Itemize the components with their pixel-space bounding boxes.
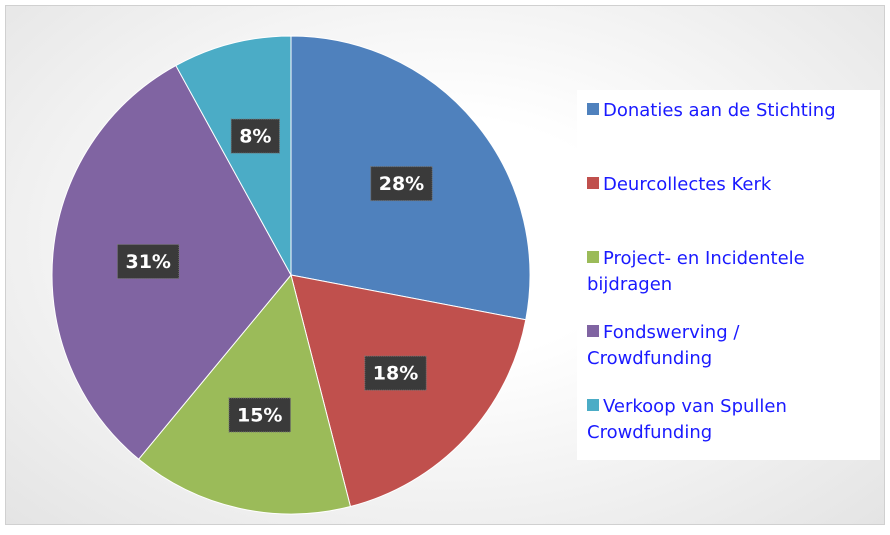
data-label-box: [370, 166, 433, 202]
legend-label: Fondswerving / Crowdfunding: [587, 322, 740, 369]
data-label: 31%: [116, 244, 180, 280]
legend-label: Verkoop van Spullen Crowdfunding: [587, 396, 787, 443]
legend-label: Project- en Incidentele bijdragen: [587, 248, 805, 295]
data-label-text: 31%: [125, 251, 170, 273]
data-label-box: [116, 244, 180, 280]
data-label: 28%: [370, 166, 433, 202]
legend-swatch: [587, 177, 599, 189]
legend-entry: Fondswerving / Crowdfunding: [587, 320, 867, 372]
legend-entry: Verkoop van Spullen Crowdfunding: [587, 394, 867, 446]
legend-swatch: [587, 325, 599, 337]
legend: Donaties aan de Stichting Deurcollectes K…: [577, 90, 880, 460]
legend-entry: Project- en Incidentele bijdragen: [587, 246, 867, 298]
data-label: 15%: [228, 397, 291, 433]
data-label-box: [228, 397, 291, 433]
data-label-box: [230, 118, 280, 154]
data-label: 8%: [230, 118, 280, 154]
legend-swatch: [587, 103, 599, 115]
legend-swatch: [587, 251, 599, 263]
legend-label: Deurcollectes Kerk: [603, 174, 772, 195]
data-label: 18%: [364, 355, 427, 391]
data-label-text: 28%: [379, 173, 424, 195]
data-label-text: 8%: [239, 126, 271, 148]
legend-entry: Deurcollectes Kerk: [587, 172, 867, 198]
legend-swatch: [587, 399, 599, 411]
data-label-text: 15%: [237, 404, 282, 426]
legend-entry: Donaties aan de Stichting: [587, 98, 867, 124]
data-label-text: 18%: [373, 363, 418, 385]
pie-slice: [137, 273, 352, 515]
pie-slice: [175, 35, 292, 276]
legend-label: Donaties aan de Stichting: [603, 100, 836, 121]
data-label-box: [364, 355, 427, 391]
pie-slice: [290, 274, 527, 508]
